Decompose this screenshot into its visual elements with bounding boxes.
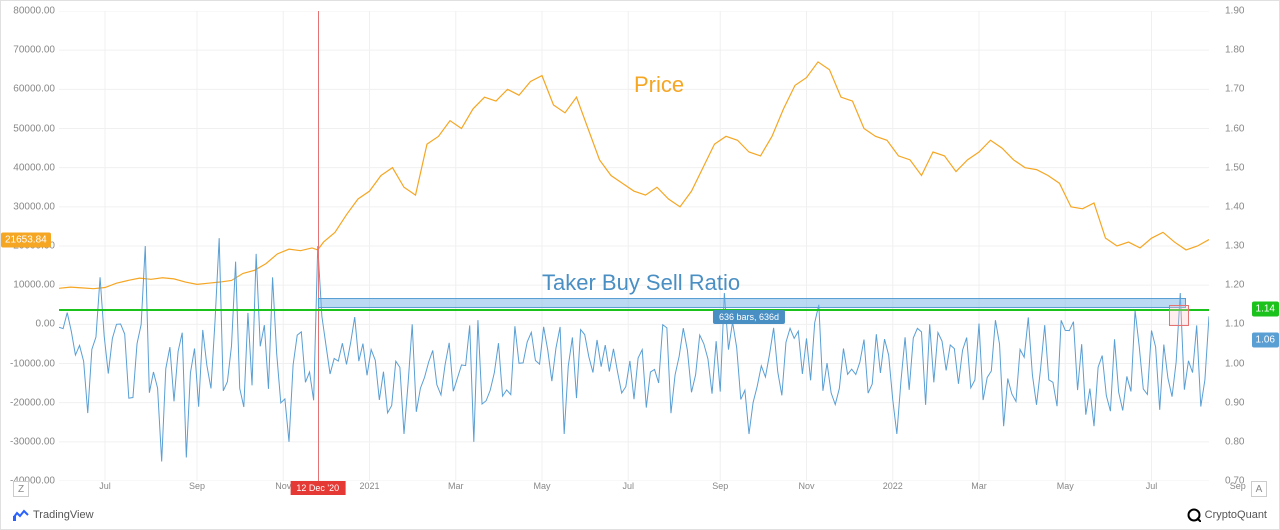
y-tick-left: -10000.00 [10,358,55,369]
green-line-value: 1.14 [1256,303,1275,314]
measurement-range-text: 636 bars, 636d [719,312,779,322]
x-tick: 2022 [883,481,903,491]
x-tick: Mar [448,481,464,491]
tradingview-icon [13,509,29,521]
x-tick: Jul [622,481,634,491]
x-tick: Sep [712,481,728,491]
footer: TradingView CryptoQuant [1,505,1279,525]
y-tick-right: 1.50 [1225,162,1244,173]
date-flag-text: 12 Dec '20 [296,483,339,493]
chart-container: -40000.00-30000.00-20000.00-10000.000.00… [0,0,1280,530]
y-tick-left: 30000.00 [13,201,55,212]
x-tick: Jul [99,481,111,491]
y-tick-left: -30000.00 [10,436,55,447]
y-axis-right: 0.700.800.901.001.101.201.301.401.501.60… [1223,11,1279,481]
y-tick-left: 0.00 [36,319,55,330]
x-tick: 2021 [359,481,379,491]
price-current-marker: 21653.84 [1,232,51,247]
green-line-marker: 1.14 [1252,301,1279,316]
brand-cryptoquant-text: CryptoQuant [1205,509,1267,521]
y-tick-right: 1.60 [1225,123,1244,134]
measurement-range-label: 636 bars, 636d [713,310,785,324]
ratio-current-value: 1.06 [1256,335,1275,346]
x-tick: Nov [275,481,291,491]
ratio-current-marker: 1.06 [1252,333,1279,348]
x-tick: May [1057,481,1074,491]
brand-tradingview-text: TradingView [33,509,94,521]
x-tick: May [533,481,550,491]
brand-cryptoquant[interactable]: CryptoQuant [1187,508,1267,522]
x-tick: Nov [798,481,814,491]
x-tick: Sep [1230,481,1246,491]
plot-area[interactable]: Price Taker Buy Sell Ratio 636 bars, 636… [59,11,1209,481]
y-tick-right: 1.90 [1225,6,1244,17]
auto-button-label: A [1256,484,1263,495]
y-tick-left: 10000.00 [13,280,55,291]
y-tick-right: 1.10 [1225,319,1244,330]
price-current-value: 21653.84 [5,234,47,245]
date-flag[interactable]: 12 Dec '20 [290,481,345,495]
x-tick: Jul [1146,481,1158,491]
y-tick-left: -20000.00 [10,397,55,408]
x-axis: Jul Sep Nov 2021 Mar May Jul Sep Nov 2022 Mar May Ju… [59,479,1209,499]
auto-button[interactable]: A [1251,481,1267,497]
y-tick-right: 1.20 [1225,280,1244,291]
y-tick-right: 1.00 [1225,358,1244,369]
y-tick-left: 60000.00 [13,84,55,95]
brand-tradingview[interactable]: TradingView [13,509,94,521]
y-tick-right: 0.80 [1225,436,1244,447]
x-tick: Sep [189,481,205,491]
y-tick-left: 70000.00 [13,45,55,56]
y-tick-left: 50000.00 [13,123,55,134]
y-tick-right: 0.90 [1225,397,1244,408]
x-tick: Mar [971,481,987,491]
zoom-button-label: Z [18,484,24,495]
highlight-box[interactable] [1169,305,1190,326]
measurement-range-bar[interactable] [318,298,1186,308]
y-tick-right: 1.30 [1225,241,1244,252]
y-tick-left: 80000.00 [13,6,55,17]
plot-svg [59,11,1209,481]
y-tick-left: 40000.00 [13,162,55,173]
y-tick-right: 1.40 [1225,201,1244,212]
zoom-button[interactable]: Z [13,481,29,497]
cryptoquant-icon [1187,508,1201,522]
y-tick-right: 1.70 [1225,84,1244,95]
y-tick-right: 1.80 [1225,45,1244,56]
